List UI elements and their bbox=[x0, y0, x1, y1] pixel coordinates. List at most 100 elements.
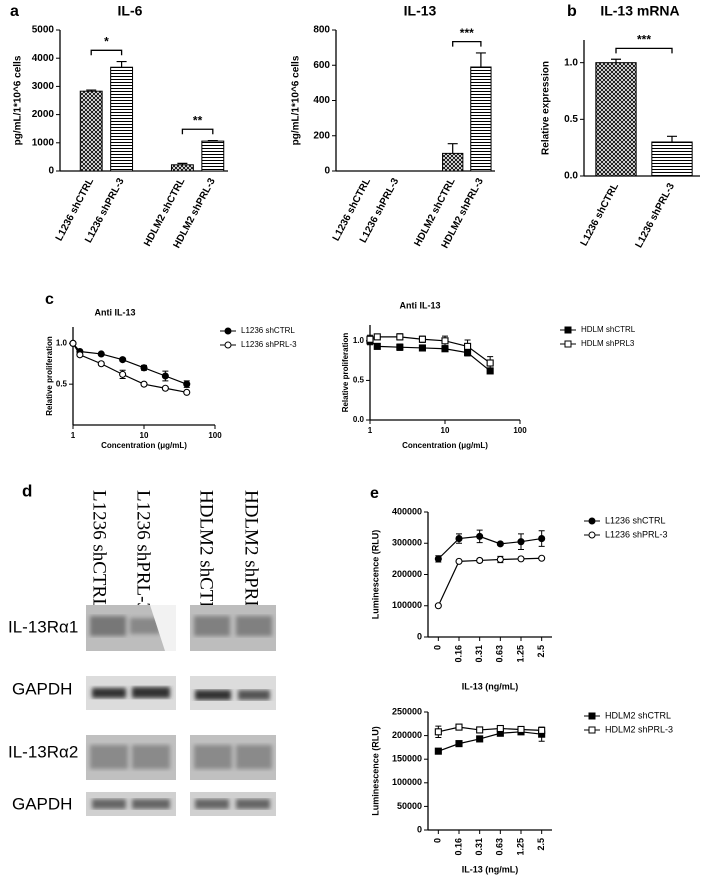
row-label: IL-13Rα2 bbox=[8, 742, 78, 761]
legend-label: L1236 shPRL-3 bbox=[241, 340, 297, 349]
significance-label: *** bbox=[637, 33, 651, 47]
x-tick-label: 1 bbox=[71, 431, 76, 440]
series-line bbox=[369, 340, 491, 372]
bar bbox=[595, 62, 637, 177]
bar bbox=[201, 140, 225, 172]
point bbox=[418, 344, 426, 352]
y-tick-label: 150000 bbox=[392, 754, 422, 764]
y-axis-label: pg/mL/1*10^6 cells bbox=[13, 55, 24, 145]
significance-bracket bbox=[181, 128, 214, 135]
point bbox=[183, 380, 191, 388]
y-tick-label: 0.0 bbox=[353, 415, 365, 424]
error-bar bbox=[447, 143, 458, 154]
point bbox=[366, 335, 374, 343]
point bbox=[538, 554, 546, 562]
point bbox=[476, 532, 484, 540]
point bbox=[434, 747, 442, 755]
point bbox=[119, 370, 127, 378]
point bbox=[476, 735, 484, 743]
point bbox=[373, 342, 381, 350]
error-bar bbox=[86, 89, 97, 92]
legend-label: L1236 shCTRL bbox=[605, 515, 666, 525]
legend-label: HDLM2 shCTRL bbox=[605, 710, 671, 720]
blot-image bbox=[86, 605, 276, 816]
x-tick-label: 2.5 bbox=[536, 838, 546, 851]
bar bbox=[110, 66, 134, 172]
series-line bbox=[72, 343, 187, 393]
panel-letter: c bbox=[45, 291, 54, 308]
y-tick-label: 0 bbox=[48, 166, 54, 177]
significance-label: ** bbox=[193, 113, 203, 127]
point bbox=[441, 337, 449, 345]
point bbox=[496, 540, 504, 548]
error-bar bbox=[177, 162, 188, 165]
point bbox=[76, 351, 84, 359]
point bbox=[396, 343, 404, 351]
panel-letter: a bbox=[10, 3, 19, 20]
point bbox=[140, 364, 148, 372]
y-tick-label: 0 bbox=[417, 824, 422, 834]
legend-label: L1236 shCTRL bbox=[241, 326, 295, 335]
significance-bracket bbox=[452, 40, 482, 47]
point bbox=[140, 380, 148, 388]
significance-bracket bbox=[615, 47, 673, 54]
series-line bbox=[438, 731, 542, 752]
error-bar bbox=[667, 135, 677, 142]
lane-label: HDLM2 shCTRL bbox=[196, 490, 217, 626]
point bbox=[538, 535, 546, 543]
point bbox=[161, 372, 169, 380]
significance-bracket bbox=[90, 49, 123, 56]
point bbox=[538, 726, 546, 734]
series-line bbox=[369, 336, 491, 364]
y-tick-label: 1.0 bbox=[353, 336, 365, 345]
y-tick-label: 5000 bbox=[32, 25, 55, 36]
x-tick-label: 1 bbox=[368, 426, 373, 435]
point bbox=[476, 556, 484, 564]
legend-marker bbox=[588, 712, 596, 720]
x-axis-label: IL-13 (ng/mL) bbox=[462, 864, 519, 874]
y-axis-label: pg/mL/1*10^6 cells bbox=[291, 55, 302, 145]
lane-label: L1236 shCTRL bbox=[89, 490, 110, 610]
error-bar bbox=[475, 52, 486, 68]
point bbox=[496, 555, 504, 564]
point bbox=[455, 723, 463, 731]
legend-marker bbox=[224, 327, 232, 335]
y-tick-label: 2000 bbox=[32, 109, 55, 120]
x-axis-label: Concentration (μg/mL) bbox=[101, 441, 187, 450]
y-tick-label: 300000 bbox=[392, 538, 422, 548]
y-tick-label: 1.0 bbox=[564, 57, 578, 68]
legend-marker bbox=[588, 517, 596, 525]
x-tick-label: 0.31 bbox=[474, 645, 484, 663]
legend-label: HDLM shPRL3 bbox=[581, 339, 635, 348]
x-tick-label: 0 bbox=[433, 645, 443, 650]
point bbox=[183, 388, 191, 396]
y-tick-label: 1.0 bbox=[56, 338, 68, 347]
y-tick-label: 800 bbox=[313, 25, 330, 36]
point bbox=[418, 335, 426, 343]
x-tick-label: 100 bbox=[208, 431, 222, 440]
y-tick-label: 0 bbox=[324, 166, 330, 177]
y-tick-label: 400000 bbox=[392, 506, 422, 516]
x-axis-label: IL-13 (ng/mL) bbox=[462, 681, 519, 691]
chart-title: IL-13 bbox=[404, 3, 437, 19]
point bbox=[434, 728, 442, 736]
y-tick-label: 0 bbox=[417, 631, 422, 641]
x-tick-label: 0.16 bbox=[453, 838, 463, 856]
y-axis-label: Relative proliferation bbox=[341, 333, 350, 413]
y-tick-label: 0.5 bbox=[564, 114, 578, 125]
y-tick-label: 100000 bbox=[392, 777, 422, 787]
point bbox=[119, 356, 127, 364]
y-axis-label: Relative expression bbox=[541, 61, 552, 155]
x-tick-label: 0.16 bbox=[453, 645, 463, 663]
error-bar bbox=[611, 58, 621, 63]
y-tick-label: 4000 bbox=[32, 53, 55, 64]
y-tick-label: 250000 bbox=[392, 706, 422, 716]
error-bar bbox=[116, 60, 127, 68]
point bbox=[373, 333, 381, 341]
significance-label: * bbox=[104, 34, 109, 48]
y-tick-label: 200 bbox=[313, 130, 330, 141]
y-tick-label: 3000 bbox=[32, 81, 55, 92]
point bbox=[476, 726, 484, 734]
x-tick-label: 1.25 bbox=[515, 645, 525, 663]
bar bbox=[442, 152, 464, 172]
